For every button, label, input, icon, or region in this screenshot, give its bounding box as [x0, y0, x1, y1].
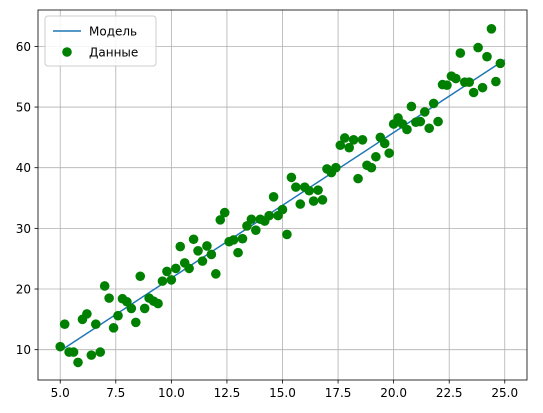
data-point: [482, 51, 492, 62]
data-point: [406, 101, 417, 112]
data-point: [433, 116, 443, 127]
data-point: [486, 24, 497, 34]
data-point: [175, 241, 186, 252]
data-point: [104, 293, 114, 303]
data-point: [495, 58, 506, 69]
data-point: [451, 73, 461, 84]
data-point: [82, 309, 92, 319]
legend-label-model: Модель: [89, 25, 137, 39]
data-point: [339, 133, 350, 143]
data-point: [95, 347, 106, 357]
data-point: [228, 235, 239, 245]
data-point: [73, 357, 83, 368]
data-point: [317, 195, 328, 205]
data-point: [55, 341, 66, 352]
data-point: [335, 140, 346, 151]
x-tick-label: 22.5: [436, 386, 463, 400]
data-point: [331, 162, 341, 173]
x-tick-label: 15.0: [269, 386, 296, 400]
plot-area: 5.0 7.5 10.0 12.5 15.0 17.5 20.0 22.5 25.0 10 20 30…: [16, 9, 528, 400]
data-point: [59, 319, 70, 329]
legend-box: [44, 15, 157, 67]
data-point: [233, 247, 243, 258]
data-point: [171, 263, 181, 274]
data-point: [464, 77, 475, 87]
y-tick-label: 30: [16, 222, 31, 236]
data-point: [251, 225, 261, 235]
data-point: [371, 151, 381, 162]
data-point: [295, 199, 306, 209]
data-point: [308, 196, 319, 206]
data-point: [491, 76, 501, 87]
data-point: [291, 182, 301, 192]
data-point: [197, 256, 208, 266]
data-point: [68, 347, 79, 357]
y-tick-label: 10: [16, 343, 31, 357]
data-point: [286, 172, 297, 183]
x-tick-label: 12.5: [214, 386, 241, 400]
x-tick-label: 7.5: [106, 386, 125, 400]
data-point: [424, 123, 435, 134]
legend-marker-swatch: [62, 47, 72, 57]
data-point: [313, 185, 323, 195]
data-point: [455, 48, 466, 58]
data-point: [402, 124, 412, 135]
x-tick-label: 5.0: [51, 386, 70, 400]
legend-label-data: Данные: [89, 46, 138, 60]
data-point: [99, 281, 110, 291]
x-tick-label: 25.0: [491, 386, 518, 400]
data-point: [184, 263, 194, 274]
data-point: [348, 135, 359, 145]
y-tick-label: 50: [16, 101, 31, 115]
data-point: [357, 135, 368, 145]
data-point: [344, 142, 354, 153]
data-point: [477, 82, 488, 93]
data-point: [473, 42, 483, 53]
data-point: [219, 207, 230, 218]
data-point: [237, 233, 248, 244]
x-tick-label: 17.5: [325, 386, 352, 400]
data-point: [135, 271, 146, 282]
data-point: [108, 323, 119, 333]
data-point: [202, 241, 212, 251]
data-point: [379, 138, 390, 149]
legend: Модель Данные: [44, 15, 157, 67]
data-point: [193, 246, 203, 256]
data-point: [246, 214, 257, 225]
x-tick-label: 10.0: [158, 386, 185, 400]
data-point: [428, 98, 439, 109]
data-point: [211, 269, 221, 279]
y-tick-label: 40: [16, 161, 31, 175]
data-point: [264, 210, 274, 221]
data-point: [157, 276, 168, 286]
data-point: [442, 80, 452, 91]
data-point: [353, 173, 363, 184]
data-point: [90, 319, 101, 329]
data-point: [468, 87, 479, 98]
data-point: [215, 215, 226, 225]
data-point: [268, 192, 279, 202]
data-point: [131, 317, 141, 328]
y-tick-label: 20: [16, 283, 31, 297]
data-point: [153, 298, 163, 309]
data-point: [366, 162, 377, 173]
data-point: [166, 275, 177, 285]
x-tick-label: 20.0: [380, 386, 407, 400]
data-point: [384, 148, 394, 158]
data-point: [113, 310, 123, 321]
data-point: [126, 303, 137, 314]
data-point: [162, 266, 172, 277]
data-point: [277, 204, 288, 215]
data-point: [282, 229, 292, 240]
data-point: [188, 234, 199, 245]
data-point: [139, 303, 150, 314]
data-point: [206, 249, 217, 260]
data-point: [419, 107, 430, 117]
data-point: [86, 350, 97, 360]
data-point: [304, 185, 314, 196]
data-point: [415, 116, 426, 127]
y-tick-label: 60: [16, 40, 31, 54]
